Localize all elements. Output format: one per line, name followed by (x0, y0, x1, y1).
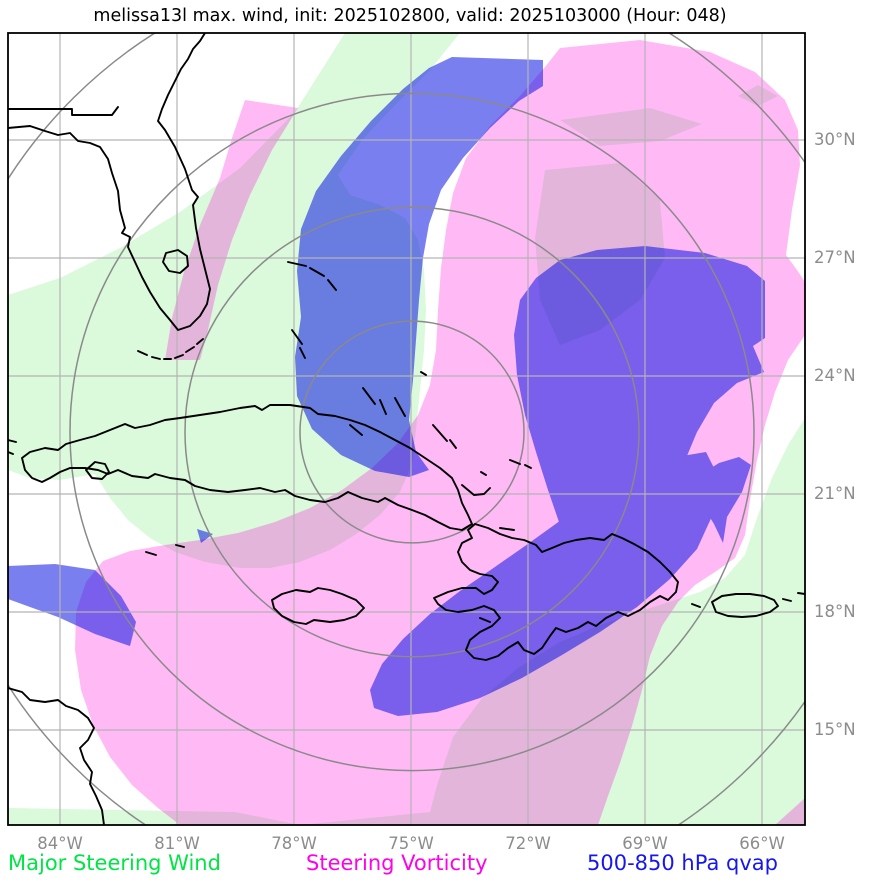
range-ring (299, 320, 525, 544)
legend-steering-vorticity: Steering Vorticity (306, 851, 488, 875)
legend-steering-wind: Major Steering Wind (8, 851, 221, 875)
lat-tick-label: 30°N (814, 130, 856, 150)
legend: Major Steering Wind Steering Vorticity 5… (0, 851, 873, 883)
lon-tick-label: 84°W (37, 834, 83, 853)
coastline (85, 461, 110, 480)
coastline (145, 544, 185, 556)
range-ring (184, 206, 640, 658)
coastline (8, 106, 119, 116)
lat-tick-label: 27°N (814, 248, 856, 268)
plot-frame (7, 32, 806, 826)
range-ring (69, 92, 755, 772)
lon-tick-label: 69°W (622, 834, 668, 853)
lon-tick-label: 72°W (505, 834, 551, 853)
coastline (287, 261, 532, 496)
lat-tick-label: 18°N (814, 602, 856, 622)
coastline (21, 404, 473, 531)
coastline (271, 587, 365, 625)
lat-tick-label: 15°N (814, 720, 856, 740)
coastline (8, 687, 105, 825)
lon-tick-label: 75°W (388, 834, 434, 853)
layer-qvap (8, 57, 765, 716)
lon-tick-label: 66°W (739, 834, 785, 853)
coastline (691, 592, 805, 618)
coastline (433, 523, 679, 661)
lat-tick-label: 24°N (814, 366, 856, 386)
lat-tick-label: 21°N (814, 484, 856, 504)
coastline (162, 249, 189, 274)
lon-tick-label: 81°W (154, 834, 200, 853)
coastline (137, 338, 204, 360)
plot-title: melissa13l max. wind, init: 2025102800, … (93, 6, 727, 26)
legend-qvap: 500-850 hPa qvap (587, 851, 778, 875)
coastline (8, 33, 211, 331)
lon-tick-label: 78°W (271, 834, 317, 853)
